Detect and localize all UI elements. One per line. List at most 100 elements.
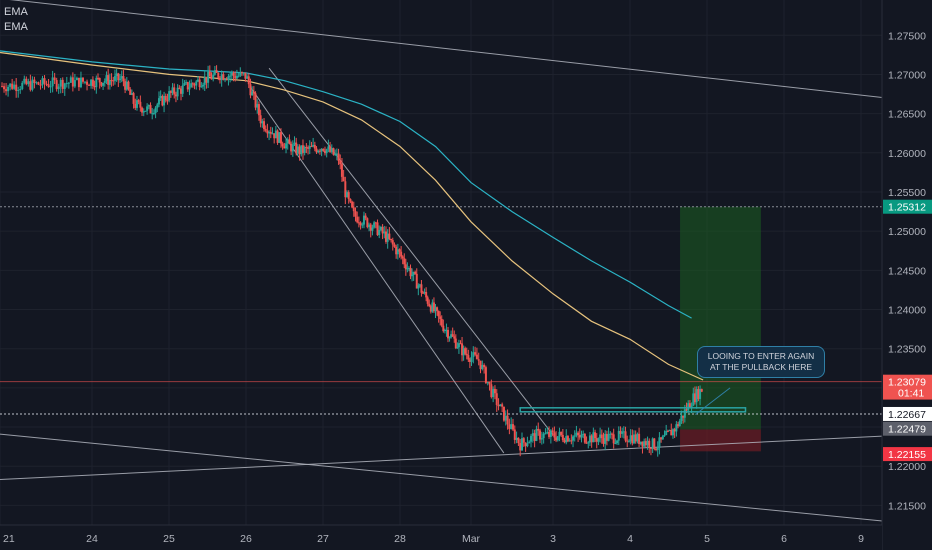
candle-body [495,393,498,405]
price-axis[interactable]: 1.27500 1.27000 1.26500 1.26000 1.25500 1.250… [881,0,932,550]
candle-body [259,115,262,124]
candle-body [337,153,340,161]
candle-body [453,336,456,339]
candle-body [146,106,149,111]
candle-body [205,76,208,83]
candle-body [254,93,257,108]
candle-body [592,432,595,443]
candle-body [329,146,332,152]
candle-body [398,249,401,252]
candle-body [47,84,50,87]
candle-body [663,435,666,437]
candle-body [178,87,181,89]
candle-body [61,79,64,89]
candle-body [108,80,111,85]
candle-body [256,104,259,108]
price-tick-label: 1.27500 [888,30,926,42]
candle-body [668,430,671,432]
candle-body [376,222,379,236]
candle-body [481,365,484,370]
candle-body [352,207,355,212]
candle-body [147,105,150,107]
support-level[interactable] [519,407,747,413]
candle-body [288,139,291,144]
candle-body [373,222,376,228]
candle-body [391,240,394,245]
candle-body [307,147,310,149]
callout-pointer [695,387,731,415]
candle-body [426,297,429,304]
trendline [0,434,908,481]
candle-body [112,80,115,82]
candle-body [468,359,471,362]
candle-body [502,406,505,421]
candle-body [334,154,337,156]
candle-body [442,325,445,332]
candle-body [239,72,242,76]
candle-body [693,393,696,403]
candle-body [59,79,62,87]
candle-body [347,192,350,199]
candle-body [296,146,299,154]
candle-body [124,81,127,90]
candle-body [237,75,240,77]
candle-body [406,268,409,270]
trade-note-callout[interactable]: LOOING TO ENTER AGAIN AT THE PULLBACK HE… [697,346,825,378]
candle-body [152,113,155,115]
candle-body [467,355,470,360]
time-axis[interactable]: 21 24 25 26 27 28 Mar 3 4 5 6 9 [0,524,882,550]
candle-body [349,198,352,202]
candle-body [207,71,210,83]
time-tick-label: 26 [240,533,252,545]
candle-body [537,428,540,431]
candle-body [139,101,142,108]
candle-body [454,338,457,349]
candle-body [88,84,91,86]
candle-body [665,430,668,436]
candle-body [49,86,52,88]
candle-body [257,104,260,116]
candle-body [7,86,10,92]
candle-body [73,80,76,87]
candle-body [678,420,681,427]
candle-body [359,222,362,226]
candle-body [95,77,98,88]
candle-body [490,384,493,398]
candle-body [161,95,164,106]
candle-body [699,389,702,399]
candle-body [450,334,453,338]
time-axis-bg [0,525,882,550]
candle-body [412,271,415,276]
candle-body [636,433,639,442]
candle-body [185,82,188,84]
price-tick-label: 1.25000 [888,226,926,238]
candle-body [157,98,160,105]
candle-body [486,382,489,384]
candle-body [17,89,20,91]
candle-body [616,440,619,444]
candle-body [320,148,323,152]
candle-body [434,307,437,312]
candle-body [599,434,602,439]
candle-body [190,83,193,88]
candle-body [134,103,137,108]
candle-body [227,76,230,80]
candle-body [308,146,311,149]
candle-body [687,403,690,411]
candle-body [244,72,247,79]
candle-body [492,388,495,398]
candle-body [660,437,663,440]
candle-body [508,424,511,429]
candle-body [291,144,294,152]
price-tag-bg [883,421,932,436]
candle-body [86,81,89,85]
candle-body [242,72,245,74]
candle-body [81,77,84,82]
candle-body [9,83,12,87]
candles [1,65,703,457]
candle-body [274,130,277,139]
candle-body [113,76,116,81]
candle-body [383,231,386,234]
candle-body [137,100,140,102]
